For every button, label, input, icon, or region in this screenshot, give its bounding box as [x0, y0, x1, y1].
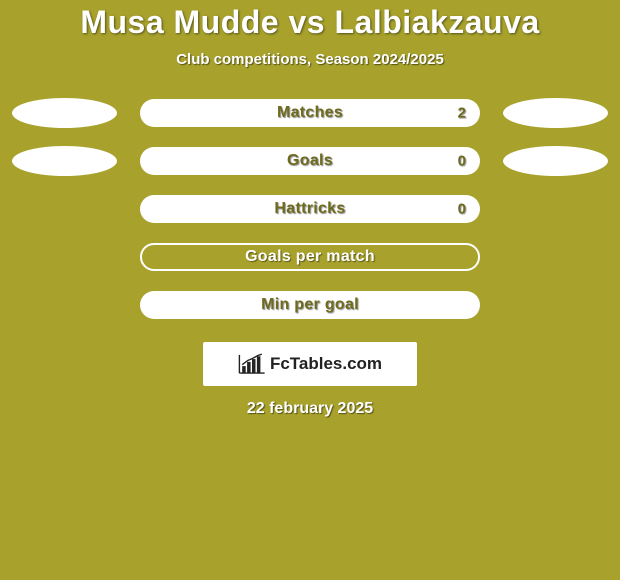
- page-subtitle: Club competitions, Season 2024/2025: [176, 51, 444, 68]
- stat-label: Goals: [287, 152, 333, 170]
- snapshot-date: 22 february 2025: [247, 400, 373, 418]
- stat-label: Goals per match: [245, 248, 375, 266]
- stat-value: 0: [458, 201, 466, 218]
- stats-container: Matches 2 Goals 0 Hattricks 0 Goals per match M…: [10, 98, 610, 338]
- stat-bar: Hattricks 0: [140, 195, 480, 223]
- player-right-marker: [503, 146, 608, 176]
- source-logo: FcTables.com: [203, 342, 417, 386]
- stat-label: Hattricks: [274, 200, 345, 218]
- stat-label: Min per goal: [261, 296, 359, 314]
- player-left-marker: [12, 98, 117, 128]
- spacer: [12, 290, 117, 320]
- player-right-marker: [503, 98, 608, 128]
- source-logo-text: FcTables.com: [270, 354, 382, 374]
- player-left-marker: [12, 146, 117, 176]
- spacer: [503, 194, 608, 224]
- stat-row: Matches 2: [10, 98, 610, 128]
- spacer: [503, 290, 608, 320]
- bar-chart-icon: [238, 353, 266, 375]
- stat-row: Min per goal: [10, 290, 610, 320]
- page-title: Musa Mudde vs Lalbiakzauva: [80, 4, 539, 41]
- spacer: [503, 242, 608, 272]
- stat-row: Goals per match: [10, 242, 610, 272]
- stat-bar: Goals 0: [140, 147, 480, 175]
- stat-row: Goals 0: [10, 146, 610, 176]
- stat-label: Matches: [277, 104, 343, 122]
- comparison-infographic: Musa Mudde vs Lalbiakzauva Club competit…: [0, 0, 620, 580]
- stat-bar: Matches 2: [140, 99, 480, 127]
- stat-bar: Goals per match: [140, 243, 480, 271]
- stat-row: Hattricks 0: [10, 194, 610, 224]
- stat-value: 0: [458, 153, 466, 170]
- stat-value: 2: [458, 105, 466, 122]
- spacer: [12, 242, 117, 272]
- stat-bar: Min per goal: [140, 291, 480, 319]
- spacer: [12, 194, 117, 224]
